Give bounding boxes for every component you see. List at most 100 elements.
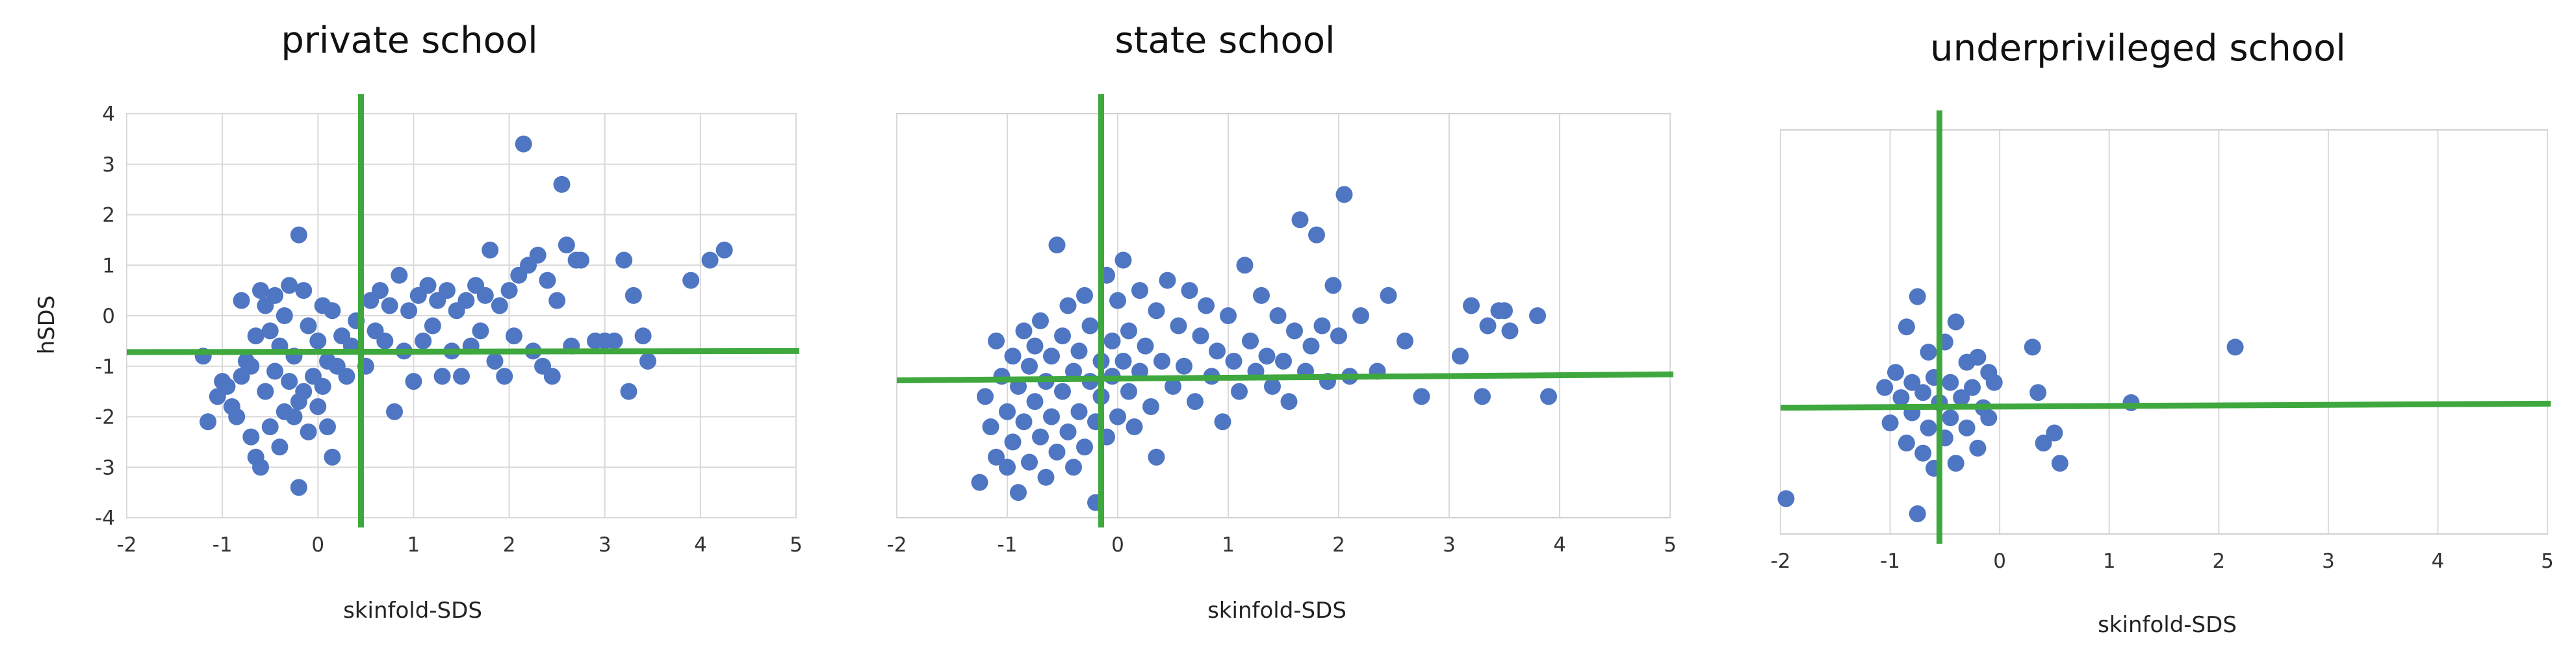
data-point	[999, 459, 1016, 476]
data-point	[1209, 342, 1226, 360]
x-tick-label: 1	[2103, 550, 2116, 573]
data-point	[1192, 327, 1209, 345]
data-point	[1048, 443, 1066, 461]
data-point	[1032, 428, 1049, 446]
data-point	[266, 286, 284, 304]
data-point	[1313, 317, 1331, 335]
x-axis-label: skinfold-SDS	[343, 598, 482, 624]
data-point	[2226, 338, 2244, 356]
data-point	[1059, 297, 1077, 314]
data-point	[1054, 383, 1071, 400]
data-point	[233, 292, 250, 309]
data-point	[309, 398, 327, 415]
data-point	[1920, 419, 1937, 437]
data-point	[438, 282, 456, 299]
data-point	[252, 459, 269, 476]
data-point	[1302, 337, 1320, 355]
data-point	[548, 292, 566, 309]
data-point	[200, 413, 217, 431]
data-point	[1065, 362, 1082, 380]
data-point	[324, 448, 341, 466]
data-point	[2051, 455, 2068, 472]
data-point	[1015, 322, 1033, 340]
data-point	[314, 377, 331, 395]
data-point	[295, 383, 313, 400]
data-point	[1236, 257, 1254, 274]
data-point	[634, 327, 652, 345]
data-point	[2035, 435, 2052, 452]
data-point	[1892, 389, 1910, 407]
data-point	[682, 272, 700, 289]
x-tick-label: -2	[1771, 550, 1791, 573]
data-point	[988, 332, 1005, 349]
data-point	[1026, 393, 1044, 411]
data-point	[1397, 332, 1413, 349]
data-point	[1142, 398, 1159, 415]
data-point	[1330, 327, 1347, 345]
x-axis-label: skinfold-SDS	[2098, 612, 2237, 638]
data-point	[1043, 348, 1060, 365]
x-tick-label: 3	[2322, 550, 2335, 573]
data-point	[1264, 377, 1281, 395]
data-point	[424, 317, 441, 335]
horizontal-reference-line	[126, 348, 800, 355]
data-point	[1413, 388, 1430, 405]
data-point	[1048, 236, 1066, 254]
data-point	[218, 377, 236, 395]
data-point	[1010, 484, 1027, 501]
data-point	[572, 251, 589, 269]
data-point	[1148, 302, 1165, 320]
data-point	[625, 286, 642, 304]
data-point	[1352, 307, 1369, 324]
x-tick-label: 2	[503, 533, 516, 557]
data-point	[1242, 332, 1259, 349]
data-point	[324, 302, 341, 320]
x-tick-label: 0	[1111, 533, 1124, 557]
data-point	[1054, 327, 1071, 345]
data-point	[457, 292, 475, 309]
data-point	[1076, 438, 1093, 456]
data-point	[2046, 424, 2063, 442]
x-tick-label: 5	[790, 533, 803, 557]
data-point	[276, 307, 293, 324]
data-point	[453, 368, 470, 385]
data-point	[977, 388, 994, 405]
plot-frame	[1780, 129, 2548, 535]
data-point	[1942, 409, 1959, 427]
data-point	[1286, 322, 1303, 340]
data-point	[252, 282, 269, 299]
data-point	[1501, 322, 1519, 340]
data-point	[539, 272, 556, 289]
data-point	[1137, 337, 1154, 355]
data-point	[300, 317, 317, 335]
data-point	[1065, 459, 1082, 476]
data-point	[1269, 307, 1287, 324]
data-point	[1131, 282, 1148, 299]
data-point	[1275, 352, 1292, 370]
data-point	[1909, 505, 1926, 522]
data-point	[290, 479, 307, 496]
data-point	[982, 418, 999, 436]
data-point	[1898, 318, 1915, 336]
data-point	[1876, 379, 1894, 396]
x-axis-label: skinfold-SDS	[1207, 598, 1346, 624]
data-point	[261, 322, 279, 340]
data-point	[1109, 408, 1126, 425]
data-point	[290, 226, 307, 244]
data-point	[261, 418, 279, 436]
data-point	[639, 352, 656, 370]
data-point	[482, 241, 499, 259]
data-point	[1253, 286, 1270, 304]
x-tick-label: -1	[1880, 550, 1900, 573]
data-point	[295, 282, 313, 299]
data-point	[1529, 307, 1546, 324]
scatter-plot-state: -2 -1 0 1 2 3 4 5	[887, 94, 1677, 557]
data-point	[1015, 413, 1033, 431]
y-tick-label: 1	[102, 254, 115, 277]
data-point	[391, 266, 408, 284]
data-point	[1021, 357, 1038, 375]
data-point	[1947, 313, 1964, 331]
data-point	[376, 332, 394, 349]
data-point	[476, 286, 494, 304]
x-tick-label: -1	[998, 533, 1018, 557]
